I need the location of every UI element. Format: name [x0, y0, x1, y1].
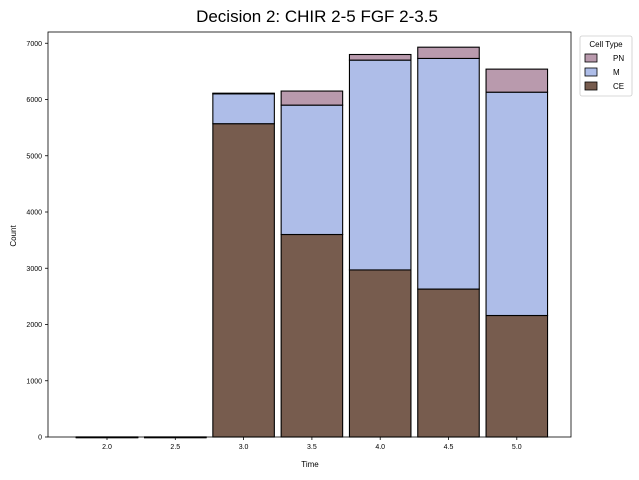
legend-title: Cell Type [589, 40, 623, 49]
x-tick-label: 3.5 [307, 444, 317, 451]
bar-pn-3.0 [212, 92, 275, 95]
x-tick-label: 2.0 [102, 444, 112, 451]
bar-ce-3.5 [280, 233, 344, 438]
y-tick-label: 1000 [26, 378, 42, 385]
y-tick-label: 0 [38, 435, 42, 442]
x-axis-ticks: 2.0 2.5 3.0 3.5 4.0 4.5 5.0 [102, 437, 522, 451]
y-tick-label: 6000 [26, 97, 42, 104]
x-tick-label: 2.5 [170, 444, 180, 451]
bar-m-4.5 [417, 57, 480, 290]
legend-label-ce: CE [613, 82, 624, 91]
y-tick-label: 4000 [26, 210, 42, 217]
y-tick-label: 3000 [26, 266, 42, 273]
bar-pn-5.0 [485, 68, 549, 93]
bar-ce-5.0 [485, 314, 549, 438]
y-axis-ticks: 0 1000 2000 3000 4000 5000 6000 7000 [26, 41, 48, 442]
bar-ce-4.5 [417, 288, 480, 438]
bar-m-5.0 [485, 91, 549, 317]
bar-pn-3.5 [280, 90, 344, 106]
bar-pn-4.0 [348, 53, 412, 61]
bar-m-4.0 [348, 59, 412, 271]
legend: Cell Type PN M CE [579, 35, 633, 97]
plot-frame [47, 31, 572, 438]
y-tick-label: 5000 [26, 153, 42, 160]
x-axis-label: Time [301, 460, 319, 469]
x-tick-label: 4.0 [375, 444, 385, 451]
bar-pn-4.5 [417, 46, 480, 59]
y-tick-label: 7000 [26, 41, 42, 48]
bar-ce-4.0 [348, 269, 412, 438]
legend-swatch-pn [584, 53, 598, 63]
bar-m-3.0 [212, 92, 275, 125]
chart-title: Decision 2: CHIR 2-5 FGF 2-3.5 [196, 7, 438, 26]
y-axis-label: Count [9, 225, 18, 247]
x-tick-label: 3.0 [239, 444, 249, 451]
bar-ce-3.0 [212, 123, 275, 438]
bar-m-3.5 [280, 104, 344, 236]
legend-swatch-m [584, 67, 598, 77]
legend-swatch-ce [584, 81, 598, 91]
x-tick-label: 5.0 [512, 444, 522, 451]
x-tick-label: 4.5 [444, 444, 454, 451]
legend-label-pn: PN [613, 54, 624, 63]
legend-frame [579, 35, 633, 97]
y-tick-label: 2000 [26, 322, 42, 329]
bars-group [75, 46, 549, 439]
legend-label-m: M [613, 68, 620, 77]
